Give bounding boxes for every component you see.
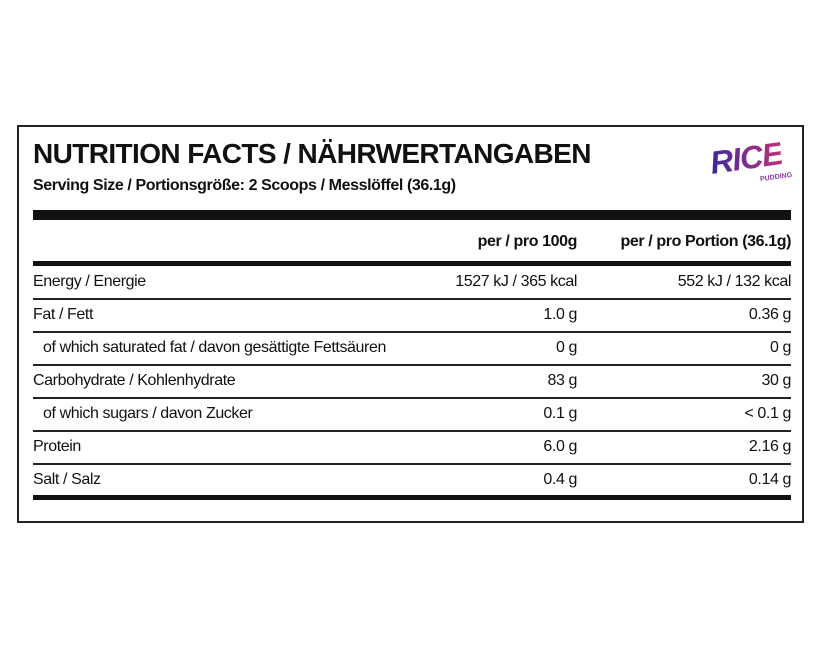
divider (33, 210, 791, 220)
row-divider (33, 364, 791, 366)
row-divider (33, 298, 791, 300)
value-100g: 1.0 g (543, 306, 577, 323)
row-label: Energy / Energie (33, 273, 146, 290)
value-portion: 0 g (769, 339, 791, 356)
row-label: Salt / Salz (33, 471, 101, 488)
serving-size: Serving Size / Portionsgröße: 2 Scoops /… (33, 177, 456, 194)
row-divider (33, 463, 791, 465)
row-label: Fat / Fett (33, 306, 94, 323)
row-divider (33, 397, 791, 399)
row-label: of which saturated fat / davon gesättigt… (43, 339, 386, 356)
value-portion: < 0.1 g (744, 405, 791, 422)
value-portion: 0.14 g (748, 471, 791, 488)
value-100g: 83 g (547, 372, 577, 389)
row-label: of which sugars / davon Zucker (43, 405, 253, 422)
value-portion: 0.36 g (748, 306, 791, 323)
title: NUTRITION FACTS / NÄHRWERTANGABEN (33, 138, 591, 169)
value-100g: 6.0 g (543, 438, 577, 455)
row-divider (33, 331, 791, 333)
column-header: per / pro 100g (477, 233, 578, 250)
label-box (17, 125, 804, 523)
row-label: Protein (33, 438, 81, 455)
value-portion: 30 g (761, 372, 791, 389)
value-portion: 2.16 g (748, 438, 791, 455)
divider (33, 495, 791, 500)
value-100g: 0 g (555, 339, 577, 356)
column-header: per / pro Portion (36.1g) (620, 233, 792, 250)
row-label: Carbohydrate / Kohlenhydrate (33, 372, 236, 389)
value-portion: 552 kJ / 132 kcal (677, 273, 792, 290)
value-100g: 0.4 g (543, 471, 577, 488)
value-100g: 1527 kJ / 365 kcal (455, 273, 577, 290)
row-divider (33, 430, 791, 432)
value-100g: 0.1 g (543, 405, 577, 422)
divider (33, 261, 791, 266)
